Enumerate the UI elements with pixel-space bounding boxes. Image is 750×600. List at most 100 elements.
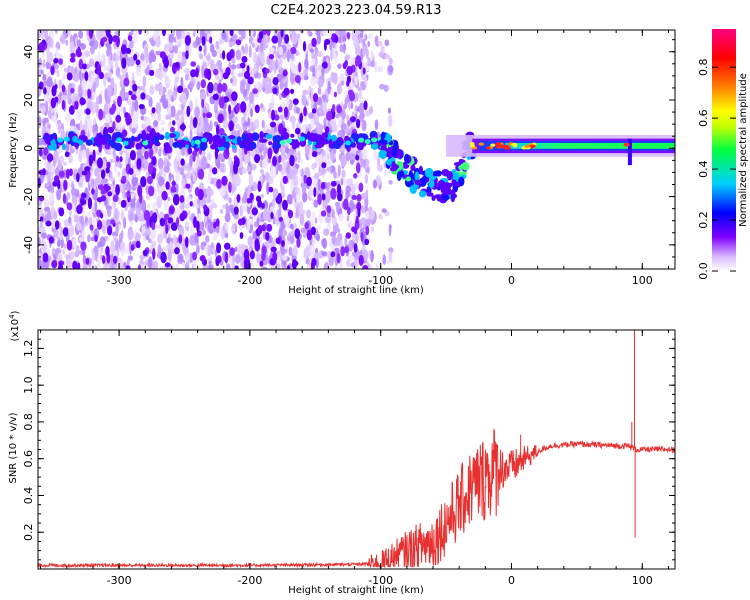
noise-speckle: [181, 262, 185, 267]
ridge-hotspot: [364, 139, 371, 145]
noise-speckle: [133, 34, 137, 44]
noise-blob: [120, 44, 127, 55]
noise-speckle: [194, 106, 200, 119]
noise-speckle: [167, 112, 172, 120]
noise-blob: [61, 99, 66, 110]
noise-blob: [43, 87, 47, 95]
noise-speckle: [315, 258, 319, 269]
colorbar-tick-label: 0.4: [697, 160, 710, 178]
noise-speckle: [41, 31, 45, 40]
ridge-blob: [358, 141, 366, 147]
noise-speckle: [176, 109, 183, 115]
noise-speckle: [367, 40, 371, 48]
dip-blob: [393, 141, 399, 148]
noise-speckle: [134, 213, 138, 223]
noise-speckle: [230, 183, 236, 194]
noise-blob: [258, 31, 264, 40]
noise-speckle: [348, 101, 351, 110]
ridge-blob: [241, 133, 247, 142]
noise-speckle: [172, 89, 178, 101]
noise-blob: [170, 126, 175, 133]
ridge-hotspot: [371, 137, 378, 143]
noise-speckle: [126, 99, 132, 105]
noise-blob: [68, 105, 75, 115]
ridge-blob: [185, 144, 189, 149]
noise-speckle: [155, 102, 162, 115]
noise-speckle: [184, 67, 191, 75]
noise-speckle: [338, 116, 343, 123]
ridge-hotspot: [57, 137, 64, 143]
noise-blob: [88, 154, 94, 166]
noise-speckle: [211, 49, 218, 58]
noise-speckle: [356, 93, 359, 101]
noise-speckle: [245, 106, 251, 120]
dip-blob: [461, 162, 470, 171]
noise-speckle: [259, 41, 264, 53]
noise-speckle: [231, 174, 237, 187]
noise-speckle: [208, 211, 213, 220]
noise-speckle: [325, 146, 330, 155]
noise-speckle: [94, 168, 99, 177]
noise-blob: [179, 124, 186, 131]
noise-speckle: [126, 258, 130, 266]
noise-speckle: [185, 222, 189, 228]
noise-blob: [240, 101, 247, 113]
noise-blob: [185, 183, 191, 189]
noise-speckle: [317, 78, 324, 88]
noise-blob: [99, 212, 104, 219]
noise-blob: [346, 80, 350, 87]
noise-speckle: [326, 152, 330, 160]
noise-speckle: [96, 30, 102, 41]
noise-blob: [356, 162, 361, 174]
noise-speckle: [43, 206, 50, 212]
noise-speckle: [230, 77, 233, 84]
noise-speckle: [348, 255, 355, 262]
ridge-blob: [206, 136, 215, 142]
noise-speckle: [286, 162, 291, 174]
noise-speckle: [312, 65, 316, 79]
noise-speckle: [219, 187, 226, 197]
noise-speckle: [57, 120, 61, 134]
noise-blob: [322, 61, 328, 69]
noise-blob: [66, 239, 73, 251]
noise-speckle: [140, 220, 144, 226]
snr-panel: -300 -200 -100 0 100 0.2 0.4 0.6 0.8 1.0 1.2 Heig…: [8, 310, 676, 596]
noise-blob: [201, 35, 206, 46]
noise-blob: [123, 77, 130, 87]
noise-speckle: [199, 53, 204, 60]
noise-speckle: [135, 66, 142, 77]
noise-speckle: [140, 115, 144, 121]
noise-blob: [278, 123, 284, 135]
noise-speckle: [318, 108, 323, 114]
noise-speckle: [354, 181, 359, 191]
noise-speckle: [316, 38, 320, 45]
noise-speckle: [144, 94, 151, 101]
noise-speckle: [141, 58, 147, 68]
noise-blob: [75, 48, 80, 55]
noise-blob: [101, 255, 106, 265]
noise-speckle: [278, 56, 283, 66]
noise-speckle: [82, 88, 88, 98]
band-peak: [530, 144, 536, 148]
noise-blob: [251, 207, 259, 216]
noise-blob: [290, 88, 295, 95]
noise-speckle: [168, 33, 175, 44]
noise-speckle: [189, 129, 193, 138]
spectrogram-x-axis: -300 -200 -100 0 100: [40, 30, 669, 287]
noise-speckle: [204, 116, 209, 129]
noise-speckle: [170, 105, 176, 118]
noise-speckle: [131, 127, 136, 134]
noise-speckle: [150, 112, 158, 121]
noise-speckle: [358, 114, 364, 123]
ridge-hotspot: [344, 140, 351, 146]
noise-blob: [171, 180, 176, 187]
noise-blob: [50, 97, 57, 109]
noise-speckle: [242, 121, 249, 127]
noise-speckle: [219, 209, 224, 214]
noise-speckle: [375, 263, 379, 269]
dip-blob: [410, 164, 416, 172]
noise-speckle: [168, 51, 175, 59]
noise-speckle: [369, 209, 375, 221]
noise-speckle: [205, 248, 209, 256]
